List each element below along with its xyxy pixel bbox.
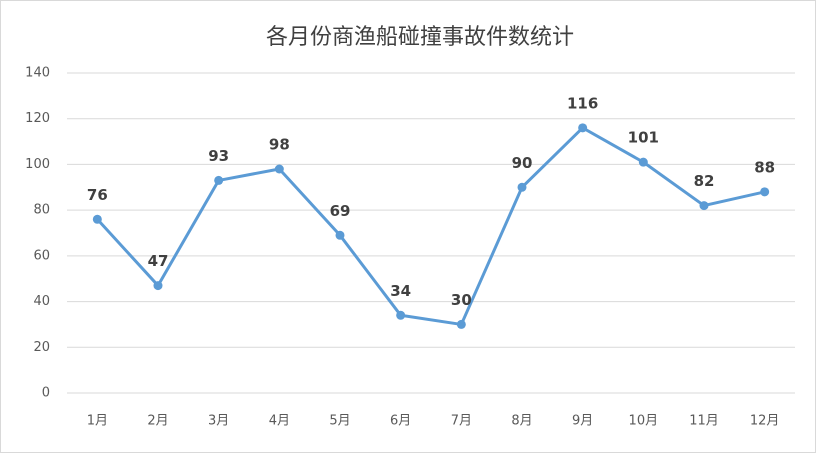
point xyxy=(517,182,527,192)
y-tick-label: 80 xyxy=(33,203,50,218)
x-tick-label: 2月 xyxy=(147,414,168,429)
point xyxy=(92,214,102,224)
data-label: 116 xyxy=(567,94,598,112)
y-tick-label: 40 xyxy=(33,294,50,309)
data-label: 34 xyxy=(390,282,411,300)
data-label: 69 xyxy=(330,202,351,220)
y-tick-label: 120 xyxy=(25,111,50,126)
data-label: 101 xyxy=(628,129,659,147)
data-label: 82 xyxy=(694,172,715,190)
x-tick-label: 11月 xyxy=(689,414,719,429)
point xyxy=(760,187,770,197)
chart-title: 各月份商渔船碰撞事故件数统计 xyxy=(266,25,574,50)
data-label: 47 xyxy=(148,252,169,270)
data-label: 30 xyxy=(451,291,472,309)
data-label: 76 xyxy=(87,186,108,204)
point xyxy=(274,164,284,174)
x-tick-label: 1月 xyxy=(87,414,108,429)
x-tick-label: 9月 xyxy=(572,414,593,429)
x-tick-label: 3月 xyxy=(208,414,229,429)
data-label: 90 xyxy=(512,154,533,172)
y-tick-label: 60 xyxy=(33,248,50,263)
data-label: 98 xyxy=(269,136,290,154)
data-label: 93 xyxy=(208,147,229,165)
x-tick-label: 10月 xyxy=(629,414,659,429)
y-tick-label: 20 xyxy=(33,340,50,355)
x-tick-label: 4月 xyxy=(269,414,290,429)
point xyxy=(638,157,648,167)
point xyxy=(396,310,406,320)
point xyxy=(153,281,163,291)
x-tick-label: 6月 xyxy=(390,414,411,429)
series-line xyxy=(96,126,765,326)
data-label: 88 xyxy=(754,158,775,176)
y-tick-label: 100 xyxy=(25,157,50,172)
y-tick-label: 0 xyxy=(42,386,50,401)
x-tick-label: 8月 xyxy=(511,414,532,429)
point xyxy=(699,201,709,211)
x-tick-label: 7月 xyxy=(451,414,472,429)
x-tick-label: 5月 xyxy=(329,414,350,429)
point xyxy=(456,319,466,329)
point xyxy=(335,230,345,240)
point xyxy=(578,123,588,133)
point xyxy=(214,175,224,185)
y-tick-label: 140 xyxy=(25,66,50,81)
x-tick-label: 12月 xyxy=(750,414,780,429)
